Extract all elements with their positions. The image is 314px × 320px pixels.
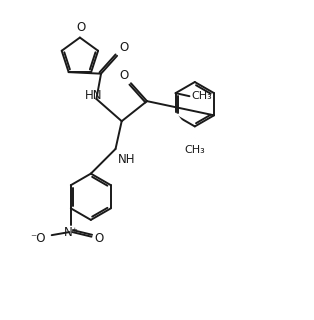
Text: O: O [120,41,129,54]
Text: ⁻O: ⁻O [31,232,46,245]
Text: CH₃: CH₃ [184,145,205,155]
Text: O: O [95,232,104,245]
Text: CH₃: CH₃ [191,91,212,101]
Text: HN: HN [85,89,102,102]
Text: O: O [119,69,128,82]
Text: N⁺: N⁺ [63,226,78,239]
Text: O: O [77,21,86,34]
Text: NH: NH [118,153,136,166]
